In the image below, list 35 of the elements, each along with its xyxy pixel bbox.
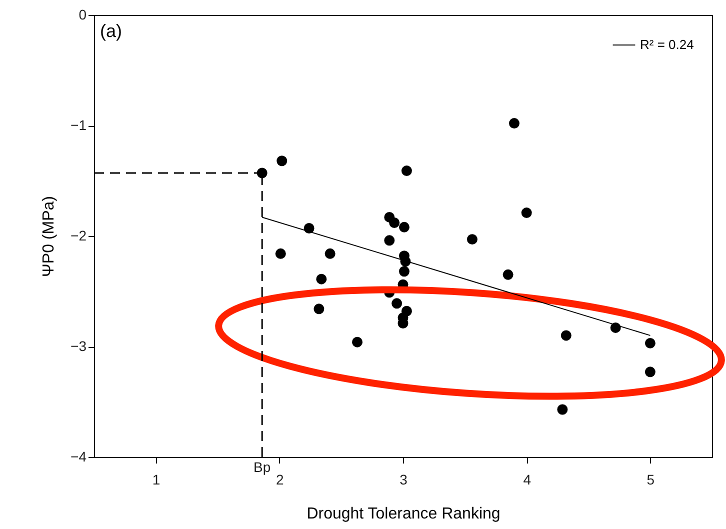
point — [389, 218, 400, 228]
annotation: (a) — [100, 21, 122, 41]
point — [521, 208, 532, 218]
point — [644, 338, 656, 348]
point — [644, 366, 656, 378]
point — [352, 336, 363, 348]
point — [560, 330, 572, 341]
legend-label: R² = 0.24 — [640, 37, 694, 52]
point — [384, 235, 395, 246]
point — [324, 248, 336, 259]
point — [392, 298, 402, 309]
x-tick-label: 5 — [646, 472, 655, 488]
point — [401, 166, 412, 176]
point — [275, 248, 286, 259]
x-tick-label: 4 — [523, 472, 532, 488]
point — [398, 266, 410, 277]
point — [502, 269, 514, 280]
x-tick-label: 2 — [276, 472, 284, 488]
point — [508, 118, 520, 129]
point — [314, 304, 324, 314]
x-tick-label: 3 — [400, 472, 408, 488]
x-axis-title: Drought Tolerance Ranking — [306, 506, 500, 522]
x-tick-label: 1 — [152, 472, 160, 488]
y-tick-label: −4 — [70, 448, 87, 464]
y-tick-label: −2 — [70, 228, 87, 244]
point — [398, 222, 410, 232]
point — [466, 234, 478, 245]
y-tick-label: −1 — [70, 117, 87, 133]
point — [316, 274, 327, 284]
y-tick-label: 0 — [78, 6, 87, 22]
ref-line-label: Bp — [254, 459, 271, 475]
y-axis-title: ΨP0 (MPa) — [40, 196, 58, 277]
y-tick-label: −3 — [70, 338, 87, 354]
point — [276, 156, 288, 166]
point — [557, 404, 568, 415]
